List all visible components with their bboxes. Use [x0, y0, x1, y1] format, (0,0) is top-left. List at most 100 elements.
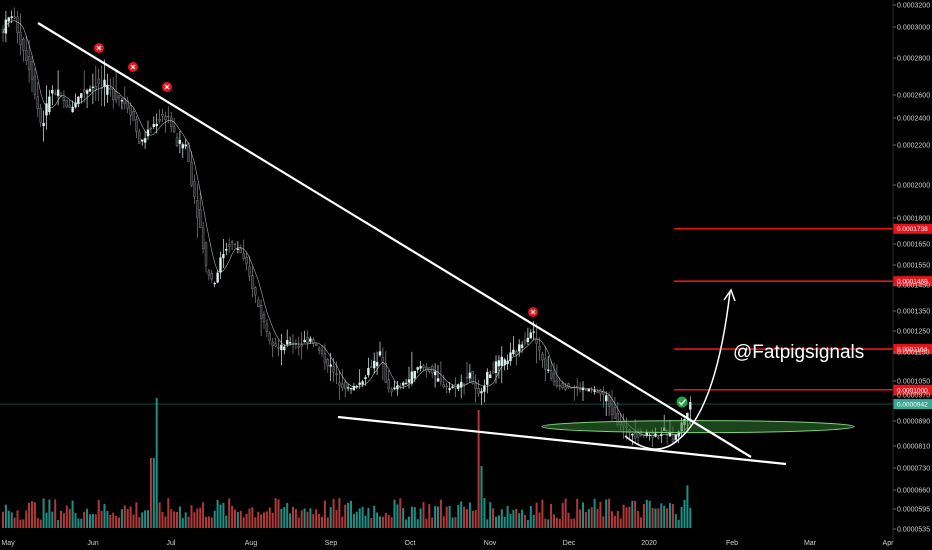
volume-bar: [622, 504, 625, 528]
candle-body: [576, 386, 579, 388]
volume-bar: [323, 500, 326, 528]
volume-bar: [611, 511, 613, 528]
y-tick-label: 0.0001650: [897, 242, 930, 249]
volume-bar: [558, 518, 561, 528]
volume-bar: [289, 513, 292, 528]
volume-bar: [248, 508, 251, 528]
y-tick-label: 0.0001250: [897, 329, 930, 336]
candle-body: [483, 385, 486, 392]
volume-bars: [2, 398, 692, 528]
volume-bar: [384, 512, 387, 528]
volume-bar: [39, 519, 42, 528]
volume-bar: [468, 502, 471, 528]
candle-body: [355, 386, 358, 388]
candle-body: [390, 389, 393, 393]
candle-body: [367, 367, 370, 376]
candle-body: [306, 337, 309, 344]
candle-body: [265, 323, 269, 332]
candle-body: [671, 438, 675, 443]
volume-bar: [318, 513, 321, 528]
volume-bar: [619, 518, 622, 528]
candle-body: [277, 347, 280, 349]
candle-body: [352, 385, 356, 391]
volume-bar: [74, 513, 77, 528]
volume-bar: [376, 512, 379, 528]
candle-body: [535, 338, 538, 344]
candle-body: [274, 343, 277, 347]
volume-bar: [65, 505, 68, 528]
volume-bar: [422, 502, 425, 528]
candle-body: [332, 366, 335, 373]
candle-body: [529, 332, 532, 339]
volume-bar: [80, 518, 83, 528]
candle-body: [512, 349, 515, 355]
volume-bar: [309, 508, 312, 528]
y-tick-label: 0.0003200: [897, 3, 930, 10]
candle-body: [245, 257, 248, 265]
candle-body: [169, 117, 173, 127]
candle-body: [538, 346, 541, 351]
volume-bar: [129, 506, 132, 528]
projection-arrowhead: [723, 288, 736, 302]
candle-body: [584, 389, 588, 391]
candle-body: [146, 129, 150, 137]
support-zone: [541, 420, 855, 434]
volume-bar: [48, 499, 51, 528]
candle-body: [407, 379, 411, 383]
volume-bar: [460, 501, 463, 528]
volume-bar: [68, 508, 71, 528]
volume-bar: [674, 514, 677, 528]
candle-body: [283, 346, 286, 351]
volume-bar: [489, 502, 492, 528]
candle-body: [448, 388, 451, 391]
volume-bar: [260, 514, 263, 528]
volume-bar: [657, 508, 660, 528]
volume-bar: [303, 508, 306, 528]
volume-bar: [213, 510, 216, 528]
volume-bar: [587, 509, 590, 528]
candle-body: [207, 270, 211, 276]
volume-bar: [280, 508, 283, 528]
volume-bar: [71, 500, 74, 528]
candle-body: [254, 287, 257, 296]
candle-body: [489, 374, 492, 379]
candle-body: [413, 370, 416, 379]
volume-bar: [387, 514, 390, 528]
volume-bar: [529, 506, 532, 528]
candle-body: [268, 333, 271, 341]
candle-body: [404, 382, 408, 385]
volume-bar: [599, 501, 602, 528]
volume-bar: [381, 516, 384, 528]
y-tick-label: 0.0001550: [897, 263, 930, 270]
candle-body: [10, 16, 13, 18]
x-tick-label: Nov: [484, 540, 497, 547]
candle-body: [491, 371, 495, 374]
candle-body: [25, 50, 28, 61]
volume-bar: [219, 504, 222, 528]
candle-body: [442, 384, 445, 387]
candle-body: [94, 85, 98, 90]
candle-body: [42, 123, 45, 127]
candle-body: [323, 353, 327, 363]
volume-bar: [518, 513, 521, 528]
volume-bar: [178, 506, 181, 528]
y-tick-label: 0.0000730: [897, 466, 930, 473]
volume-bar: [7, 510, 10, 528]
candle-body: [419, 366, 422, 369]
candle-body: [503, 359, 506, 366]
candle-body: [257, 299, 260, 308]
candle-body: [201, 227, 205, 250]
volume-bar: [480, 466, 483, 528]
resistance-label: 0.0001738: [897, 226, 928, 233]
volume-bar: [115, 515, 118, 528]
volume-bar: [451, 517, 454, 528]
volume-bar: [135, 502, 138, 528]
candle-body: [213, 283, 216, 285]
candle-body: [27, 56, 31, 70]
candle-body: [547, 369, 550, 371]
volume-bar: [239, 510, 242, 528]
volume-bar: [60, 510, 62, 528]
volume-bar: [222, 502, 225, 528]
volume-bar: [509, 513, 512, 528]
volume-bar: [120, 509, 123, 528]
